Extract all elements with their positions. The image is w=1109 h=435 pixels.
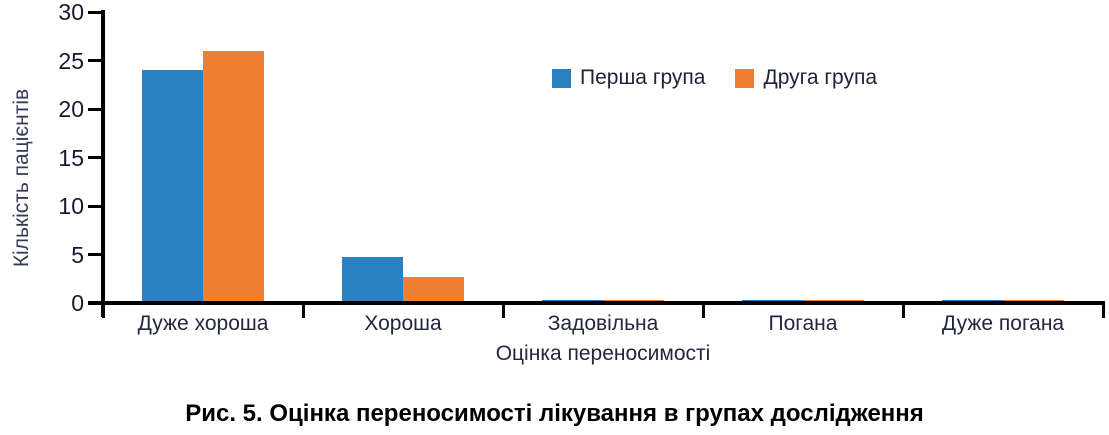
legend-label-group1: Перша група xyxy=(580,66,706,89)
x-tick-mark-4 xyxy=(901,305,905,318)
y-tick-label-20: 20 xyxy=(58,96,84,122)
y-tick-mark-25 xyxy=(88,59,102,62)
y-tick-mark-30 xyxy=(88,10,102,14)
y-tick-label-25: 25 xyxy=(58,47,84,74)
y-tick-label-30: 30 xyxy=(58,0,84,25)
x-axis-title: Оцінка переносимості xyxy=(495,342,711,365)
x-axis-line xyxy=(88,301,1105,305)
y-tick-label-0: 0 xyxy=(71,290,84,316)
bar-group2-2 xyxy=(403,276,464,303)
x-tick-label-3: Задовільна xyxy=(547,312,659,335)
x-tick-mark-2 xyxy=(501,305,505,318)
legend-swatch-group1-icon xyxy=(552,68,571,88)
x-tick-mark-5 xyxy=(1101,305,1105,318)
x-tick-label-4: Погана xyxy=(768,312,838,335)
y-tick-mark-5 xyxy=(88,253,102,256)
x-tick-mark-1 xyxy=(301,305,305,318)
legend-swatch-group2-icon xyxy=(735,68,755,88)
legend-item-group1: Перша група xyxy=(552,66,705,90)
bar-group1-1 xyxy=(142,70,203,303)
legend: Перша група Друга група xyxy=(552,66,877,90)
y-tick-label-15: 15 xyxy=(58,144,84,171)
legend-label-group2: Друга група xyxy=(763,66,877,89)
y-tick-mark-10 xyxy=(88,204,102,208)
figure-caption: Рис. 5. Оцінка переносимості лікування в… xyxy=(185,400,924,427)
x-tick-mark-3 xyxy=(701,305,705,318)
bar-group1-2 xyxy=(342,257,403,303)
y-tick-label-10: 10 xyxy=(58,193,84,219)
bar-group2-1 xyxy=(203,50,264,303)
y-tick-label-5: 5 xyxy=(71,241,84,268)
y-tick-mark-15 xyxy=(88,156,102,159)
x-tick-label-2: Хороша xyxy=(364,312,442,335)
x-tick-label-5: Дуже погана xyxy=(941,312,1065,335)
legend-item-group2: Друга група xyxy=(735,66,877,90)
y-tick-mark-20 xyxy=(88,107,102,111)
x-tick-label-1: Дуже хороша xyxy=(137,312,269,335)
y-axis-line xyxy=(101,10,105,317)
